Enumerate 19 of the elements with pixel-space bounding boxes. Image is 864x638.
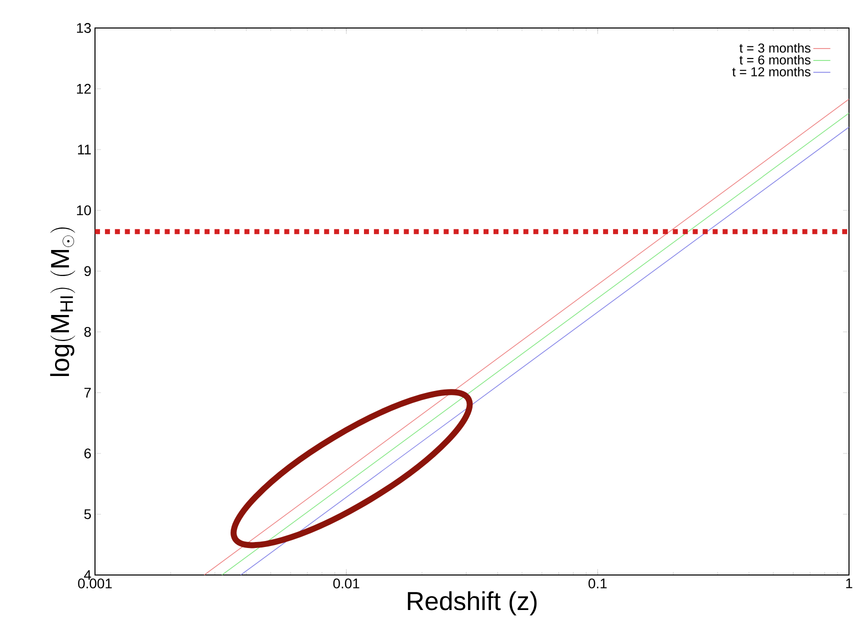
y-tick-label: 11 <box>78 144 91 154</box>
y-axis-title: $\mathrm{log(M_{HI})\ (M_{\odot})}$ <box>50 227 76 376</box>
legend-label: t = 6 months <box>740 55 810 65</box>
y-tick-label: 9 <box>84 266 91 276</box>
x-tick-label: 1 <box>846 578 852 588</box>
legend-label: t = 3 months <box>740 43 810 53</box>
y-tick-label: 6 <box>84 448 91 458</box>
x-tick-label: 0.1 <box>588 578 607 588</box>
y-tick-label: 10 <box>77 205 91 216</box>
y-tick-label: 13 <box>77 23 91 33</box>
y-tick-label: 4 <box>84 570 92 580</box>
legend-label: t = 12 months <box>732 66 810 76</box>
y-tick-label: 5 <box>84 509 91 520</box>
x-tick-label: 0.001 <box>78 578 112 588</box>
x-axis-title: Redshift (z) <box>408 591 537 616</box>
y-tick-label: 12 <box>77 84 91 94</box>
y-tick-label: 7 <box>84 388 91 398</box>
y-tick-label: 8 <box>84 326 91 337</box>
x-tick-label: 0.01 <box>333 578 360 588</box>
